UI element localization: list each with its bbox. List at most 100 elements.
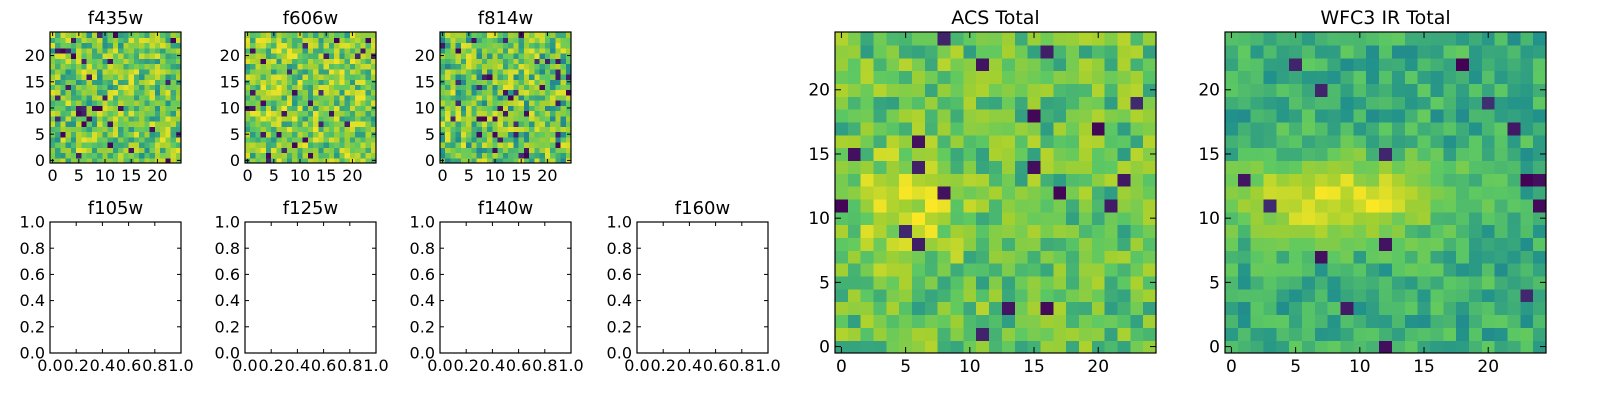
heatmap-cell bbox=[886, 134, 900, 149]
heatmap-cell bbox=[1430, 211, 1444, 226]
heatmap-cell bbox=[1340, 327, 1354, 341]
heatmap-cell bbox=[339, 152, 346, 159]
heatmap-cell bbox=[989, 147, 1003, 161]
heatmap-cell bbox=[292, 58, 298, 65]
heatmap-cell bbox=[250, 58, 257, 65]
heatmap-cell bbox=[497, 142, 504, 148]
heatmap-cell bbox=[529, 89, 535, 96]
heatmap-cell bbox=[445, 79, 452, 85]
heatmap-cell bbox=[276, 37, 283, 44]
heatmap-cell bbox=[518, 105, 525, 112]
heatmap-cell bbox=[450, 79, 457, 85]
heatmap-cell bbox=[1143, 327, 1157, 341]
heatmap-cell bbox=[139, 100, 145, 106]
heatmap-cell bbox=[50, 126, 56, 133]
heatmap-cell bbox=[328, 68, 335, 75]
heatmap-cell bbox=[1443, 224, 1457, 239]
heatmap-cell bbox=[65, 68, 72, 75]
heatmap-cell bbox=[976, 109, 990, 123]
heatmap-cell bbox=[360, 110, 367, 117]
heatmap-cell bbox=[250, 105, 257, 112]
heatmap-cell bbox=[281, 131, 288, 138]
heatmap-cell bbox=[1533, 83, 1547, 97]
heatmap-cell bbox=[502, 157, 509, 164]
heatmap-cell bbox=[1353, 70, 1367, 84]
heatmap-cell bbox=[160, 115, 166, 122]
x-tick-label: 15 bbox=[121, 166, 141, 185]
heatmap-cell bbox=[518, 131, 525, 138]
x-tick-label: 0.4 bbox=[480, 356, 505, 375]
heatmap-cell bbox=[455, 121, 462, 127]
heatmap-cell bbox=[265, 157, 272, 164]
heatmap-cell bbox=[450, 52, 457, 59]
heatmap-cell bbox=[123, 89, 130, 96]
heatmap-cell bbox=[539, 79, 546, 85]
heatmap-cell bbox=[950, 224, 964, 239]
heatmap-cell bbox=[307, 110, 314, 117]
heatmap-cell bbox=[70, 73, 77, 80]
heatmap-cell bbox=[544, 52, 551, 59]
heatmap-cell bbox=[518, 136, 525, 143]
heatmap-cell bbox=[1143, 301, 1157, 316]
heatmap-cell bbox=[81, 47, 88, 54]
heatmap-cell bbox=[50, 147, 56, 154]
heatmap-cell bbox=[1379, 224, 1393, 239]
heatmap-cell bbox=[112, 52, 119, 59]
heatmap-cell bbox=[912, 186, 926, 200]
heatmap-cell bbox=[334, 68, 340, 75]
heatmap-cell bbox=[989, 288, 1003, 303]
heatmap-cell bbox=[344, 58, 351, 65]
heatmap-cell bbox=[70, 142, 77, 148]
heatmap-cell bbox=[523, 42, 530, 49]
heatmap-cell bbox=[1289, 340, 1303, 354]
heatmap-cell bbox=[1481, 237, 1496, 251]
heatmap-cell bbox=[250, 131, 257, 138]
heatmap-cell bbox=[355, 79, 361, 85]
heatmap-cell bbox=[912, 288, 926, 303]
heatmap-cell bbox=[560, 121, 567, 127]
heatmap-cell bbox=[481, 147, 488, 154]
heatmap-cell bbox=[133, 152, 140, 159]
y-tick-label: 0.8 bbox=[607, 239, 632, 258]
heatmap-cell bbox=[529, 121, 535, 127]
heatmap-cell bbox=[1507, 250, 1521, 264]
heatmap-cell bbox=[144, 152, 151, 159]
heatmap-cell bbox=[481, 84, 488, 91]
heatmap-cell bbox=[1379, 211, 1393, 226]
heatmap-cell bbox=[318, 115, 325, 122]
heatmap-cell bbox=[302, 100, 309, 106]
heatmap-cell bbox=[123, 157, 130, 164]
heatmap-cell bbox=[1468, 70, 1483, 84]
heatmap-cell bbox=[328, 121, 335, 127]
heatmap-cell bbox=[149, 115, 156, 122]
heatmap-cell bbox=[976, 211, 990, 226]
heatmap-cell bbox=[963, 301, 977, 316]
heatmap-cell bbox=[118, 79, 124, 85]
heatmap-cell bbox=[1143, 340, 1157, 354]
heatmap-cell bbox=[1430, 250, 1444, 264]
heatmap-cell bbox=[139, 121, 145, 127]
heatmap-cell bbox=[502, 73, 509, 80]
heatmap-cell bbox=[555, 131, 562, 138]
heatmap-cell bbox=[339, 121, 346, 127]
heatmap-cell bbox=[1225, 340, 1239, 354]
heatmap-cell bbox=[307, 84, 314, 91]
heatmap-cell bbox=[544, 115, 551, 122]
heatmap-cell bbox=[70, 37, 77, 44]
heatmap-cell bbox=[860, 70, 875, 84]
heatmap-cell bbox=[1314, 32, 1329, 46]
heatmap-cell bbox=[860, 275, 875, 290]
heatmap-cell bbox=[550, 32, 556, 38]
heatmap-cell bbox=[1314, 288, 1329, 303]
heatmap-cell bbox=[1104, 173, 1119, 187]
heatmap-cell bbox=[963, 160, 977, 174]
heatmap-cell bbox=[255, 63, 262, 70]
heatmap-cell bbox=[133, 100, 140, 106]
y-tick-label: 15 bbox=[1198, 145, 1220, 165]
heatmap-cell bbox=[165, 147, 172, 154]
heatmap-cell bbox=[471, 105, 478, 112]
heatmap-cell bbox=[118, 142, 124, 148]
heatmap-cell bbox=[286, 73, 293, 80]
heatmap-cell bbox=[1494, 198, 1509, 213]
heatmap-cell bbox=[55, 121, 62, 127]
